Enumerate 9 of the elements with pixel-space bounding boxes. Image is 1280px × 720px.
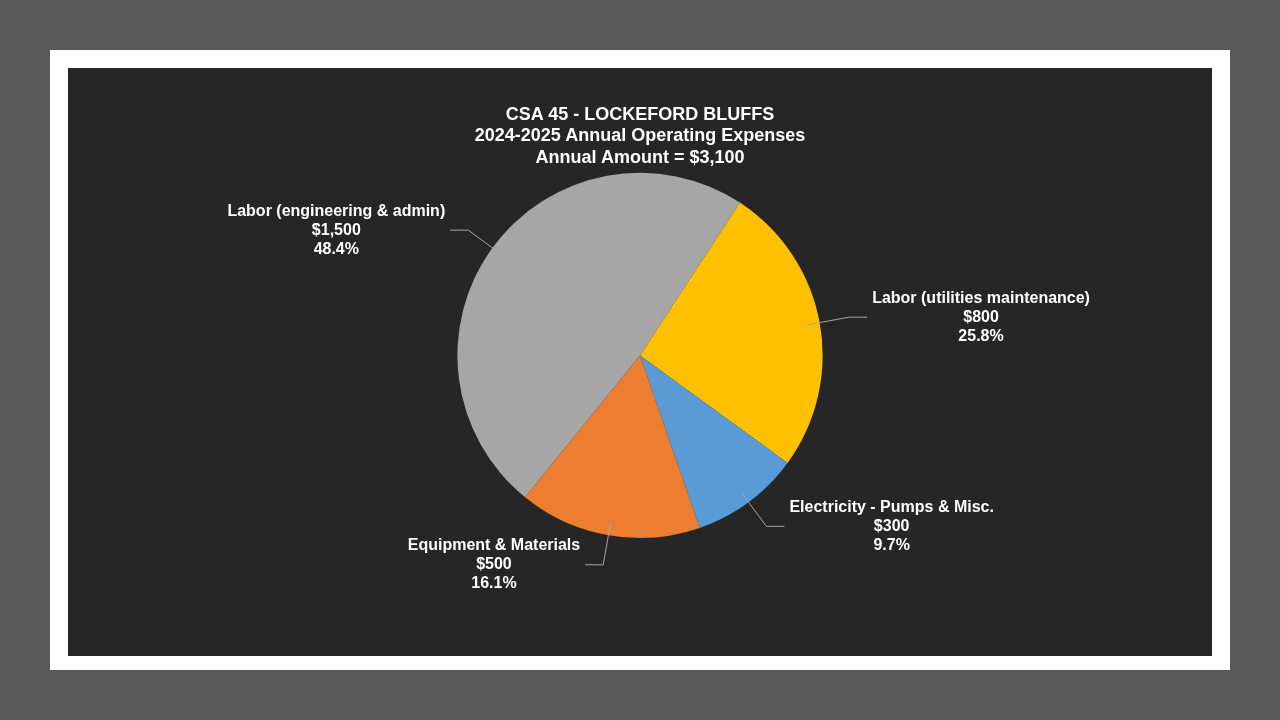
slice-label: Equipment & Materials [407,536,581,554]
chart-title: CSA 45 - LOCKEFORD BLUFFS 2024-2025 Annual Operating Expenses Annual Amount = $3,100 [474,103,806,167]
slice-label: Labor (engineering & admin) [227,201,446,219]
data-label: $800 25.8% [958,307,1004,344]
data-label: $300 9.7% [873,516,910,553]
data-label: $500 16.1% [471,555,517,592]
slice-label: Labor (utilities maintenance) [872,288,1090,306]
data-label: $1,500 48.4% [311,220,361,257]
slice-label: Electricity - Pumps & Misc. [789,497,994,515]
